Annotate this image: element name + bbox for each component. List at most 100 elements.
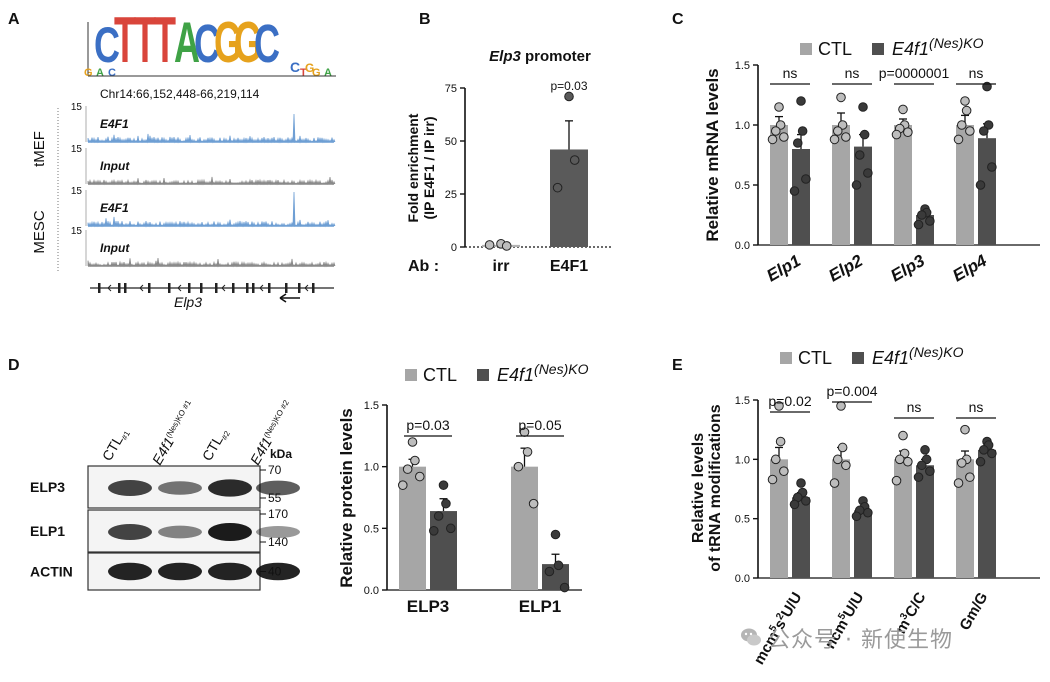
bar-ko-1	[854, 146, 872, 245]
y-tick-label: 0.0	[735, 573, 750, 585]
bar-ko-3	[978, 138, 996, 245]
y-tick-label: 1.5	[735, 60, 750, 72]
x-tick-label: Elp4	[949, 251, 990, 286]
wechat-icon	[741, 628, 761, 646]
exon	[188, 283, 191, 293]
x-tick-label: ELP3	[407, 597, 450, 616]
legend-label-ctl: CTL	[423, 365, 457, 385]
significance-label: p=0.02	[768, 393, 811, 409]
legend: CTL E4f1(Nes)KO	[780, 344, 964, 368]
bar-ctl-1	[832, 125, 850, 245]
legend-swatch-ko	[852, 352, 864, 364]
data-point	[544, 566, 555, 577]
legend-label-ko: E4f1(Nes)KO	[892, 35, 984, 59]
data-point	[829, 478, 840, 488]
data-point	[779, 466, 789, 477]
data-point	[916, 210, 927, 220]
data-point	[836, 401, 846, 411]
panel-letter-c: C	[672, 11, 684, 28]
protein-band	[158, 562, 202, 581]
data-point	[559, 582, 570, 593]
x-tick-label: Elp3	[887, 251, 928, 286]
bar-ctl-3	[956, 125, 974, 245]
data-point	[960, 424, 970, 435]
bar-ko-2	[916, 465, 934, 578]
y-tick-label: 0.5	[364, 523, 379, 535]
panel-letter-d: D	[8, 357, 20, 374]
motif-letter: T	[134, 5, 156, 77]
arrow-left-icon	[279, 293, 287, 303]
data-point	[792, 138, 803, 148]
legend-swatch-ctl	[800, 43, 812, 55]
group-label-tmef: tMEF	[31, 131, 48, 167]
data-point	[891, 129, 902, 140]
motif-letter-small: C	[108, 67, 116, 79]
antibody-prefix: Ab :	[408, 258, 439, 275]
data-point	[920, 445, 930, 455]
data-point	[956, 120, 967, 130]
protein-band	[256, 562, 300, 581]
y-tick-label: 1.0	[735, 120, 750, 132]
strand-chevron	[304, 284, 309, 292]
strand-chevron	[177, 284, 182, 292]
blot-row-label: ACTIN	[30, 564, 73, 580]
data-point	[441, 498, 451, 509]
legend-swatch-ko	[477, 369, 489, 381]
data-point	[960, 96, 970, 106]
data-point	[522, 447, 533, 457]
data-point	[837, 442, 848, 453]
data-point	[851, 180, 862, 190]
watermark-text: 公众号 · 新使生物	[768, 628, 953, 653]
data-point	[832, 454, 843, 465]
data-point	[913, 472, 924, 482]
group-label-mesc: MESC	[31, 210, 48, 254]
motif-letter: T	[154, 5, 176, 77]
data-point	[903, 456, 913, 467]
data-point	[484, 240, 495, 250]
data-point	[925, 466, 935, 477]
motif-letter-small: G	[84, 67, 93, 79]
significance-label: p=0.004	[827, 383, 878, 399]
x-tick-label: Elp1	[763, 251, 804, 285]
significance-label: ns	[969, 399, 984, 415]
y-tick-label: 50	[445, 136, 457, 148]
data-point	[898, 104, 908, 115]
y-tick-label: 0.5	[735, 180, 750, 192]
data-point	[569, 155, 580, 165]
data-point	[953, 134, 964, 145]
significance-label: ns	[783, 65, 798, 81]
data-point	[770, 454, 781, 465]
legend-label-ctl: CTL	[818, 39, 852, 59]
strand-chevron	[259, 284, 264, 292]
y-tick-label: 1.0	[735, 454, 750, 466]
data-point	[414, 471, 425, 482]
data-point	[552, 182, 563, 193]
blot-row-label: ELP1	[30, 523, 65, 539]
data-point	[796, 478, 806, 488]
y-tick-label: 75	[445, 83, 457, 95]
x-tick-label: E4F1	[550, 258, 588, 275]
data-point	[433, 511, 444, 521]
data-point	[801, 174, 811, 184]
bar-ctl-2	[894, 459, 912, 578]
p-value-label: p=0.05	[518, 417, 561, 433]
exon	[118, 283, 121, 293]
protein-band	[158, 525, 202, 539]
lane-label: CTL#1	[99, 424, 133, 464]
track-label: Input	[100, 159, 130, 173]
protein-band	[108, 524, 152, 540]
data-point	[975, 180, 986, 190]
locus-coordinates: Chr14:66,152,448-66,219,114	[100, 87, 260, 101]
data-point	[789, 186, 800, 196]
chart-D: 0.0 0.5 1.0 1.5 Relative protein levels ELP3 E…	[337, 400, 582, 616]
x-tick-label: ELP1	[519, 597, 562, 616]
gene-model: Elp3	[90, 283, 334, 310]
data-point	[513, 461, 524, 472]
strand-chevron	[221, 284, 226, 292]
data-point	[978, 126, 989, 136]
size-marker-label: 170	[268, 507, 288, 521]
chart-E: 0.0 0.5 1.0 1.5 Relative levelsof tRNA modif…	[690, 383, 1040, 668]
motif-letter-small: G	[312, 67, 321, 79]
data-point	[767, 134, 778, 145]
